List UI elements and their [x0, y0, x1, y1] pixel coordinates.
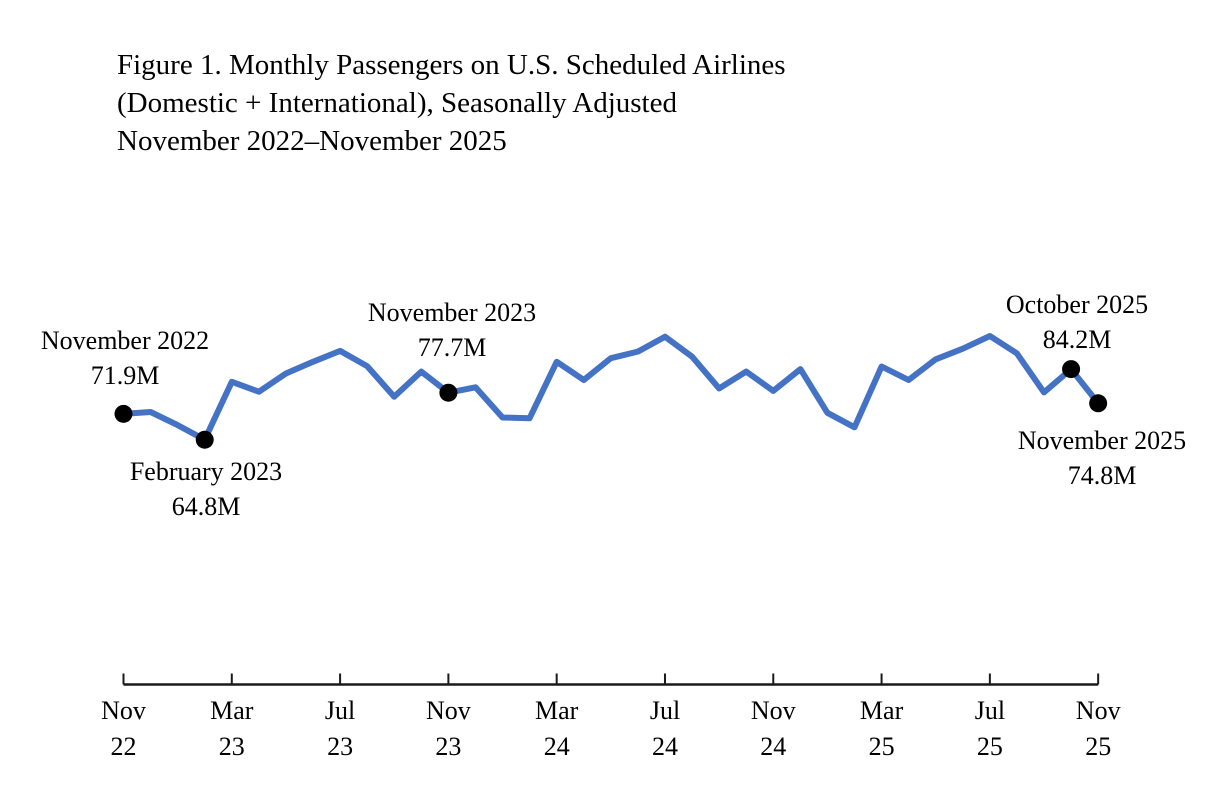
tick-year-label: 23: [435, 732, 462, 761]
tick-month-label: Mar: [210, 696, 254, 725]
tick-year-label: 25: [868, 732, 895, 761]
x-axis-tick-label: Mar 23: [178, 693, 286, 765]
data-point-marker: [114, 404, 133, 423]
x-axis-tick-label: Jul 24: [611, 693, 719, 765]
tick-year-label: 24: [652, 732, 678, 761]
annotation-month-label: November 2023: [367, 298, 537, 327]
tick-month-label: Nov: [750, 696, 796, 725]
annotation-month-label: February 2023: [129, 457, 283, 486]
figure-title-line-3: November 2022–November 2025: [117, 125, 507, 157]
annotation-value-label: 71.9M: [90, 361, 160, 390]
tick-year-label: 23: [218, 732, 245, 761]
data-point-marker: [439, 383, 458, 402]
data-point-marker: [195, 430, 214, 449]
tick-month-label: Jul: [649, 696, 681, 725]
tick-month-label: Jul: [324, 696, 356, 725]
x-axis-tick-label: Nov 22: [70, 693, 178, 765]
annotation-november-2022: November 2022 71.9M: [15, 323, 235, 393]
x-axis-tick-label: Mar 24: [503, 693, 611, 765]
x-axis-tick-label: Jul 25: [936, 693, 1044, 765]
tick-month-label: Nov: [426, 696, 471, 725]
tick-year-label: 23: [327, 732, 354, 761]
data-point-marker: [1089, 394, 1108, 413]
tick-year-label: 25: [976, 732, 1003, 761]
annotation-value-label: 84.2M: [1042, 325, 1112, 354]
annotation-october-2025: October 2025 84.2M: [967, 287, 1187, 357]
annotation-november-2025: November 2025 74.8M: [992, 423, 1212, 493]
tick-month-label: Mar: [859, 696, 904, 725]
tick-month-label: Mar: [535, 696, 579, 725]
annotation-value-label: 64.8M: [171, 492, 241, 521]
tick-month-label: Nov: [1075, 696, 1121, 725]
figure-title: Figure 1. Monthly Passengers on U.S. Sch…: [117, 46, 786, 160]
annotation-month-label: October 2025: [1005, 290, 1149, 319]
data-point-marker: [1062, 360, 1081, 379]
x-axis-tick-label: Jul 23: [286, 693, 394, 765]
tick-month-label: Jul: [974, 696, 1006, 725]
figure-title-line-2: (Domestic + International), Seasonally A…: [117, 87, 677, 119]
annotation-month-label: November 2025: [1017, 426, 1187, 455]
x-axis-tick-label: Mar 25: [828, 693, 936, 765]
tick-year-label: 24: [543, 732, 570, 761]
annotation-month-label: November 2022: [40, 326, 210, 355]
annotation-february-2023: February 2023 64.8M: [96, 454, 316, 524]
x-axis-tick-label: Nov 25: [1044, 693, 1152, 765]
tick-year-label: 24: [760, 732, 787, 761]
annotation-november-2023: November 2023 77.7M: [342, 295, 562, 365]
tick-year-label: 22: [110, 732, 137, 761]
x-axis-tick-label: Nov 23: [394, 693, 502, 765]
tick-year-label: 25: [1085, 732, 1112, 761]
tick-month-label: Nov: [101, 696, 146, 725]
figure-title-line-1: Figure 1. Monthly Passengers on U.S. Sch…: [117, 49, 786, 81]
passengers-series-line: [120, 333, 1102, 443]
annotation-value-label: 74.8M: [1067, 461, 1137, 490]
annotation-value-label: 77.7M: [417, 333, 487, 362]
x-axis-tick-label: Nov 24: [719, 693, 827, 765]
